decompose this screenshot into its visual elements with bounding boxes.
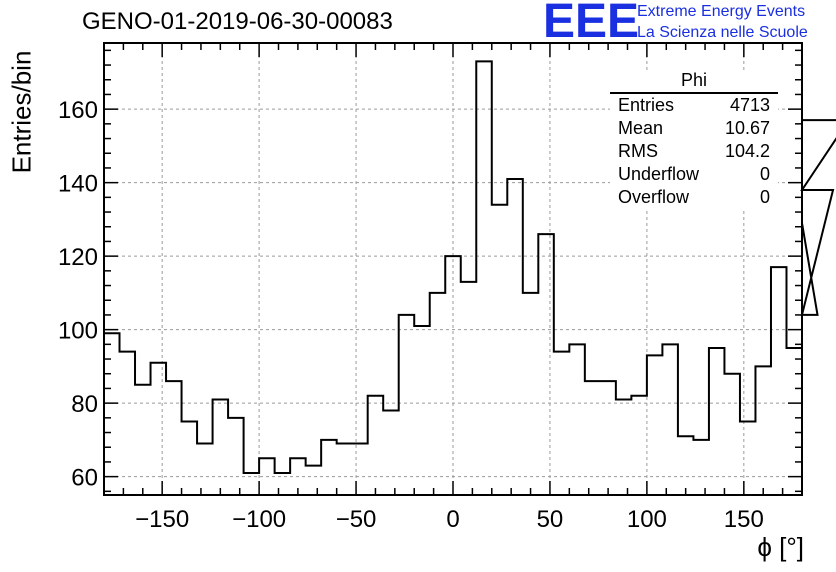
histogram-bin: [399, 315, 415, 495]
histogram-bin: [120, 352, 136, 495]
stats-row-mean: Mean 10.67: [610, 117, 778, 140]
stats-box-title: Phi: [610, 70, 778, 94]
histogram-bin: [151, 363, 167, 495]
stats-row-overflow: Overflow 0: [610, 186, 778, 209]
histogram-bin: [538, 234, 554, 495]
stats-box: Phi Entries 4713 Mean 10.67 RMS 104.2 Un…: [610, 70, 778, 209]
axis-ticks: [103, 43, 803, 495]
x-tick-label: 0: [446, 506, 459, 533]
histogram-bin: [430, 293, 446, 495]
histogram-bin: [321, 440, 337, 495]
stats-label: Mean: [618, 118, 664, 138]
y-tick-label: 120: [58, 244, 98, 271]
x-axis-label: ϕ [°]: [757, 532, 804, 562]
histogram-bin: [337, 444, 353, 495]
histogram-bin: [771, 267, 787, 495]
histogram-bin: [678, 436, 694, 495]
histogram-bin: [182, 422, 198, 495]
histogram-bin: [786, 348, 802, 495]
histogram-bin: [631, 396, 647, 495]
histogram-bin: [352, 444, 368, 495]
stats-label: Overflow: [618, 187, 690, 207]
stats-row-rms: RMS 104.2: [610, 140, 778, 163]
histogram-bin: [693, 440, 709, 495]
x-tick-label: 50: [537, 506, 564, 533]
logo-text-line1: Extreme Energy Events: [637, 3, 806, 20]
histogram-bin: [414, 326, 430, 495]
logo-text-line2: La Scienza nelle Scuole: [637, 24, 808, 41]
histogram-bin: [616, 399, 632, 495]
stats-row-entries: Entries 4713: [610, 94, 778, 117]
histogram-bin: [724, 374, 740, 495]
histogram-bin: [662, 344, 678, 495]
stats-label: Entries: [618, 95, 675, 115]
stats-value: 0: [759, 164, 770, 184]
histogram-bin: [275, 473, 291, 495]
x-tick-label: −150: [135, 506, 189, 533]
stats-row-underflow: Underflow 0: [610, 163, 778, 186]
histogram-bin: [166, 381, 182, 495]
y-axis-label: Entries/bin: [6, 50, 37, 174]
axis-tick-labels: −150 −100 −50 0 50 100 150 60 80 100 120 140 160: [58, 97, 764, 533]
stats-value: 0: [759, 187, 770, 207]
histogram-series: [104, 60, 836, 495]
x-tick-label: 100: [627, 506, 667, 533]
histogram-bin: [492, 205, 508, 495]
histogram-bin: [368, 396, 384, 495]
y-tick-label: 80: [71, 391, 98, 418]
histogram-bin: [647, 355, 663, 495]
histogram-bin: [135, 385, 151, 495]
histogram-bin: [104, 333, 120, 495]
y-tick-label: 60: [71, 465, 98, 492]
histogram-bin: [213, 399, 229, 495]
y-tick-label: 140: [58, 171, 98, 198]
y-tick-label: 160: [58, 97, 98, 124]
histogram-bin: [476, 61, 492, 495]
histogram-bin: [507, 179, 523, 495]
x-tick-label: 150: [724, 506, 764, 533]
stats-label: RMS: [618, 141, 658, 161]
histogram-outline: [104, 60, 836, 474]
histogram-bin: [600, 381, 616, 495]
histogram-bin: [228, 418, 244, 495]
x-tick-label: −50: [336, 506, 377, 533]
histogram-bin: [755, 366, 771, 495]
histogram-bin: [523, 293, 539, 495]
stats-value: 4713: [729, 95, 770, 115]
stats-label: Underflow: [618, 164, 700, 184]
histogram-bin: [740, 422, 756, 495]
chart-title: GENO-01-2019-06-30-00083: [82, 8, 393, 35]
stats-value: 10.67: [724, 118, 770, 138]
stats-value: 104.2: [724, 141, 770, 161]
histogram-bin: [461, 282, 477, 495]
histogram-bin: [306, 466, 322, 495]
histogram-bin: [709, 348, 725, 495]
histogram-bin: [197, 444, 213, 495]
eee-logo-mark: EEE: [543, 0, 640, 48]
y-tick-label: 100: [58, 318, 98, 345]
histogram-bin: [383, 410, 399, 495]
histogram-bin: [569, 344, 585, 495]
histogram-bin: [554, 352, 570, 495]
x-tick-label: −100: [232, 506, 286, 533]
histogram-bin: [585, 381, 601, 495]
